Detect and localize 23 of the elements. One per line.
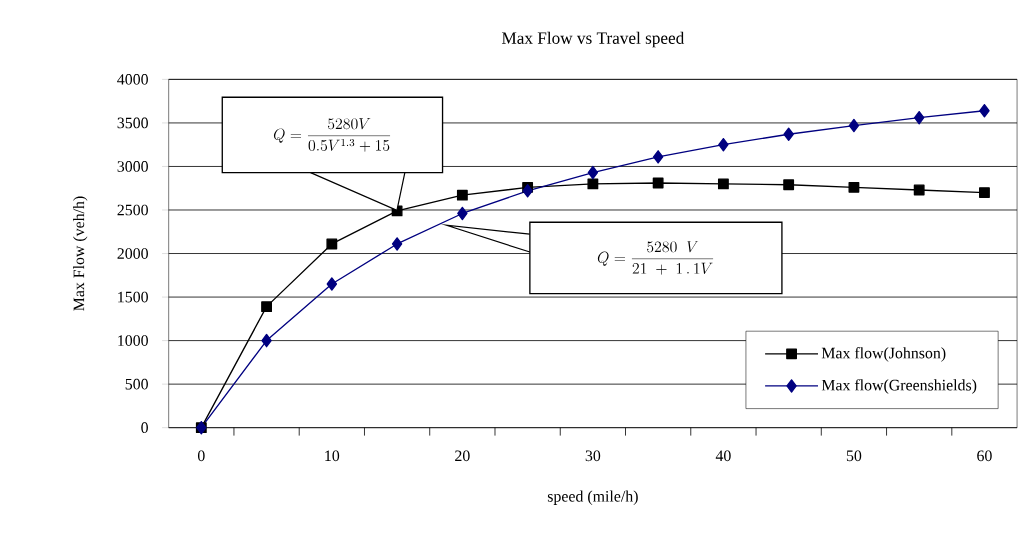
- legend-label: Max flow(Greenshields): [821, 379, 977, 394]
- x-tick-label: 30: [585, 450, 601, 462]
- y-tick-label: 4000: [117, 74, 148, 85]
- legend-label: Max flow(Johnson): [821, 347, 946, 362]
- x-tick-label: 20: [455, 450, 470, 462]
- x-tick-label: 0: [197, 450, 205, 462]
- x-tick-label: 40: [715, 450, 731, 462]
- chart-title: Max Flow vs Travel speed: [501, 31, 685, 48]
- y-tick-label: 500: [125, 378, 148, 390]
- y-tick-label: 1500: [118, 291, 148, 303]
- y-tick-label: 1000: [118, 335, 148, 347]
- y-axis-title: Max Flow (veh/h): [73, 196, 88, 311]
- y-tick-label: 2000: [117, 248, 148, 259]
- x-axis-title: speed (mile/h): [547, 490, 638, 505]
- y-tick-label: 3000: [117, 161, 148, 172]
- annotation: $Q=\frac{5280V}{0.5V^{1.3}+15}$: [273, 118, 391, 152]
- y-tick-label: 0: [141, 422, 148, 434]
- x-tick-label: 50: [846, 450, 862, 462]
- y-tick-label: 2500: [117, 204, 148, 216]
- y-tick-label: 3500: [117, 117, 148, 129]
- annotation: $Q=\frac{5280\;\;V}{21\;+\;1\,.\,1V}$: [597, 241, 714, 275]
- x-tick-label: 10: [325, 450, 340, 462]
- x-tick-label: 60: [977, 450, 992, 462]
